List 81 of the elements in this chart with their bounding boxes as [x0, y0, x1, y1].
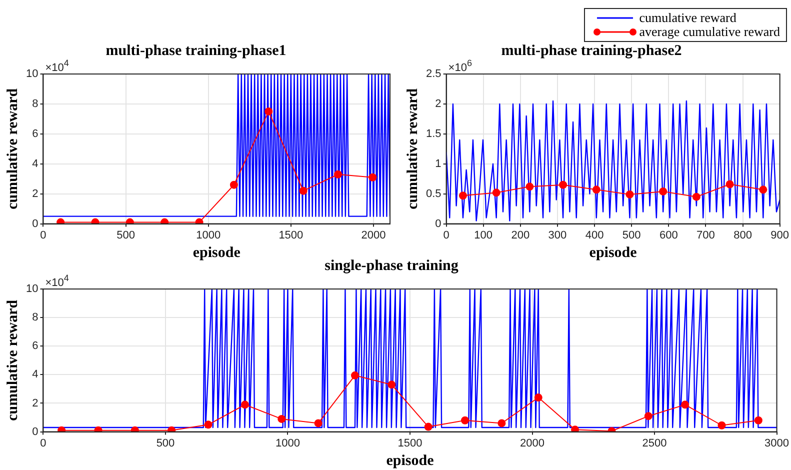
point	[278, 414, 286, 423]
point	[230, 180, 238, 189]
x-tick-label: 2000	[520, 437, 544, 450]
y-tick-label: 10	[26, 68, 38, 80]
point	[264, 107, 273, 116]
y-tick-label: 1	[435, 158, 442, 170]
point	[388, 380, 396, 389]
x-tick-label: 0	[443, 229, 450, 242]
x-tick-label: 500	[116, 229, 135, 242]
point	[240, 400, 249, 409]
x-tick-label: 700	[696, 229, 715, 242]
y-tick-label: 8	[32, 312, 38, 324]
y-axis-title: cumulative reward	[4, 299, 21, 421]
x-tick-label: 900	[770, 229, 790, 242]
chart-title: multi-phase training-phase2	[501, 42, 682, 59]
point	[571, 426, 580, 432]
point	[350, 371, 359, 380]
point	[718, 421, 726, 430]
x-tick-label: 400	[585, 229, 604, 242]
point	[754, 416, 762, 424]
x-tick-label: 1500	[278, 229, 304, 242]
point	[659, 187, 668, 196]
y-axis-title: cumulative reward	[404, 88, 421, 210]
point	[644, 412, 652, 420]
point	[534, 394, 542, 402]
y-tick-label: 4	[32, 158, 38, 170]
x-tick-label: 0	[40, 437, 46, 450]
x-tick-label: 500	[622, 229, 641, 242]
point	[526, 182, 534, 191]
point	[458, 192, 467, 200]
point	[334, 170, 342, 178]
point	[726, 180, 734, 188]
point	[314, 419, 322, 428]
x-tick-label: 3000	[764, 437, 790, 450]
point	[424, 422, 432, 431]
x-tick-label: 800	[734, 229, 752, 242]
point	[498, 419, 506, 428]
y-tick-label: 4	[32, 368, 38, 381]
legend-label: cumulative reward	[639, 10, 736, 25]
point	[681, 400, 690, 409]
point	[204, 420, 212, 429]
y-tick-label: 0	[32, 426, 38, 438]
x-tick-label: 1500	[398, 437, 422, 450]
x-axis-title: episode	[386, 452, 434, 469]
legend-label: average cumulative reward	[639, 24, 780, 39]
x-axis-title: episode	[589, 244, 638, 261]
y-tick-label: 6	[32, 340, 38, 352]
y-tick-label: 0.5	[426, 188, 442, 200]
point	[299, 186, 308, 195]
point	[492, 188, 500, 197]
y-tick-label: 0	[32, 218, 38, 230]
point	[626, 190, 634, 198]
x-tick-label: 300	[548, 229, 567, 242]
x-tick-label: 1000	[276, 437, 300, 450]
y-tick-label: 8	[32, 98, 38, 110]
y-tick-label: 0	[435, 218, 442, 230]
point	[368, 173, 377, 182]
x-axis-title: episode	[192, 244, 241, 261]
point	[461, 416, 470, 424]
chart-title: multi-phase training-phase1	[106, 42, 286, 59]
y-tick-label: 2	[32, 397, 38, 410]
y-tick-label: 6	[32, 128, 38, 140]
y-tick-label: 2.5	[426, 68, 442, 80]
point	[759, 186, 768, 194]
y-tick-label: 2	[435, 98, 442, 110]
x-tick-label: 1000	[196, 229, 221, 242]
x-tick-label: 500	[156, 437, 175, 450]
chart-title: single-phase training	[324, 258, 459, 274]
x-tick-label: 200	[511, 229, 530, 242]
y-tick-label: 2	[32, 188, 38, 200]
x-tick-label: 0	[40, 229, 46, 242]
x-tick-label: 2500	[642, 437, 667, 450]
point	[692, 192, 700, 201]
point	[592, 186, 600, 194]
y-axis-title: cumulative reward	[4, 88, 21, 210]
x-tick-label: 2000	[361, 229, 386, 242]
point	[559, 180, 568, 189]
x-tick-label: 100	[474, 229, 493, 242]
y-tick-label: 1.5	[426, 128, 442, 140]
x-tick-label: 600	[659, 229, 678, 242]
y-tick-label: 10	[26, 283, 38, 296]
